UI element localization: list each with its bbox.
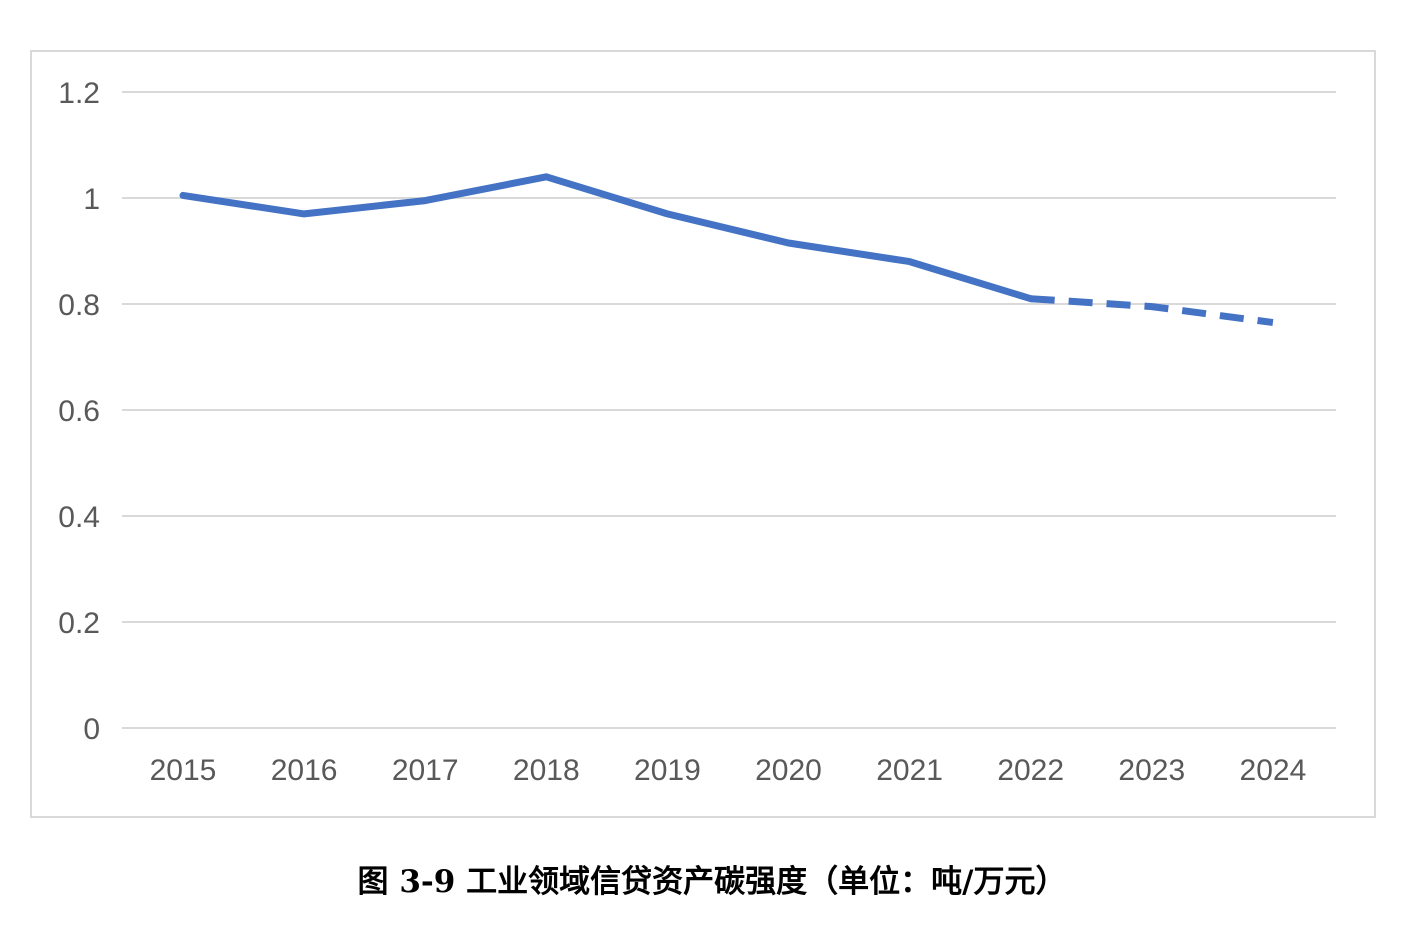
x-tick-label: 2021: [876, 754, 943, 787]
y-tick-label: 1: [83, 183, 100, 216]
x-tick-label: 2022: [997, 754, 1064, 787]
y-tick-label: 0.6: [58, 395, 100, 428]
y-tick-label: 0.4: [58, 501, 100, 534]
x-tick-label: 2015: [150, 754, 217, 787]
x-axis-tick-labels: 2015 2016 2017 2018 2019 2020 2021 2022 2023 2024: [150, 754, 1307, 787]
y-tick-label: 1.2: [58, 77, 100, 110]
line-chart: 00.20.40.60.811.2 2015 2016 2017 2018 2019 20…: [58, 77, 1336, 787]
y-tick-label: 0.8: [58, 289, 100, 322]
chart-frame: [30, 50, 1376, 818]
gridlines: [122, 91, 1336, 729]
x-tick-label: 2018: [513, 754, 580, 787]
series-line-actual: [179, 173, 1035, 303]
y-tick-label: 0.2: [58, 607, 100, 640]
x-tick-label: 2019: [634, 754, 701, 787]
figure-caption: 图 3-9 工业领域信贷资产碳强度（单位：吨/万元）: [357, 864, 1067, 900]
series-line-projected: [1030, 295, 1274, 326]
y-tick-label: 0: [83, 713, 100, 746]
series-lines: [179, 173, 1274, 326]
x-tick-label: 2024: [1240, 754, 1307, 787]
x-tick-label: 2023: [1118, 754, 1185, 787]
y-axis-tick-labels: 0 0.2 0.4 0.6 0.8 1 1.2: [58, 77, 100, 746]
x-tick-label: 2017: [392, 754, 459, 787]
x-tick-label: 2020: [755, 754, 822, 787]
x-tick-label: 2016: [271, 754, 338, 787]
